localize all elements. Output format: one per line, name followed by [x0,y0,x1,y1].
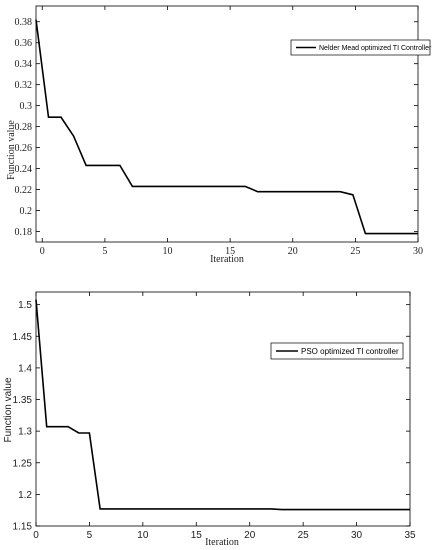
x-tick-label: 5 [102,246,107,257]
x-axis-label: Iteration [205,537,239,548]
x-tick-label: 10 [137,530,149,541]
y-axis-label: Function value [6,120,17,180]
x-tick-label: 15 [191,530,203,541]
y-tick-label: 0.28 [15,122,33,133]
legend: Nelder Mead optimized TI Controller [290,39,432,56]
series-line [35,19,418,235]
y-tick-label: 0.32 [15,80,33,91]
x-tick-label: 30 [351,530,363,541]
legend: PSO optimized TI controller [270,342,404,360]
x-tick-label: 30 [413,246,423,257]
legend-box [290,39,431,56]
y-tick-label: 0.22 [15,185,33,196]
y-tick-label: 1.25 [13,458,33,469]
y-tick-label: 0.36 [15,38,33,49]
x-axis-label: Iteration [210,254,244,265]
x-tick-label: 25 [350,246,360,257]
x-tick-label: 20 [244,530,256,541]
y-tick-label: 1.4 [18,363,32,374]
y-tick-label: 1.5 [18,300,32,311]
y-tick-label: 0.34 [15,59,33,70]
plot-area-frame [35,291,411,527]
x-tick-label: 0 [33,530,39,541]
y-tick-label: 0.26 [15,143,33,154]
x-tick-label: 25 [298,530,310,541]
y-tick-label: 1.2 [18,490,32,501]
y-axis-label: Function value [3,377,14,442]
series-line [35,299,410,511]
y-tick-label: 1.3 [18,427,32,438]
chart-pso: 1.15 1.2 1.25 1.3 1.35 1.4 1.45 1.5 0 5 10 15 20 25 3… [3,291,416,548]
y-tick-label: 0.38 [15,17,33,28]
y-tick-label: 0.3 [20,101,33,112]
x-tick-label: 15 [225,246,235,257]
x-tick-label: 5 [87,530,93,541]
y-tick-label: 1.45 [13,332,33,343]
legend-label: Nelder Mead optimized TI Controller [319,45,432,52]
y-tick-label: 0.24 [15,164,33,175]
y-tick-label: 1.35 [13,395,33,406]
legend-label: PSO optimized TI controller [301,347,399,356]
plot-area-frame [35,5,419,243]
legend-box [270,342,404,360]
chart-nelder-mead: 0.18 0.2 0.22 0.24 0.26 0.28 0.3 0.32 0.34 0.36 0.… [6,5,432,265]
y-tick-label: 0.18 [15,227,33,238]
y-tick-label: 1.15 [13,522,33,533]
x-tick-label: 10 [163,246,173,257]
x-tick-label: 0 [40,246,45,257]
x-tick-label: 20 [288,246,298,257]
x-tick-label: 35 [404,530,416,541]
y-tick-label: 0.2 [20,206,33,217]
